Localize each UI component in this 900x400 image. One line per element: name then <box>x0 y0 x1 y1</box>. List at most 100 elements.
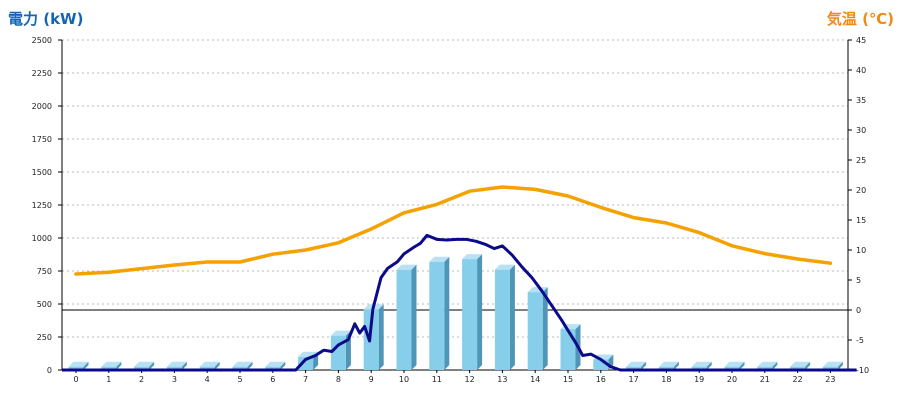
power-bar-top <box>626 361 647 367</box>
power-bar <box>560 324 581 370</box>
power-bar-front <box>232 366 248 370</box>
left-tick-label: 1250 <box>32 201 52 210</box>
power-bar-top <box>494 264 515 270</box>
x-tick-label: 18 <box>661 375 671 384</box>
power-bar <box>626 361 647 370</box>
power-bar-side <box>706 361 712 370</box>
power-bar-front <box>101 366 117 370</box>
power-bar <box>757 361 778 370</box>
power-bar <box>396 264 417 370</box>
power-bar-top <box>166 361 187 367</box>
power-bar-front <box>790 366 806 370</box>
power-bar-top <box>724 361 745 367</box>
right-tick-label: 45 <box>856 36 866 45</box>
power-bar-top <box>68 361 89 367</box>
power-bar-front <box>724 366 740 370</box>
power-bar-top <box>790 361 811 367</box>
power-bar-front <box>298 356 314 370</box>
power-bar-side <box>378 304 384 370</box>
x-tick-label: 19 <box>694 375 704 384</box>
x-tick-label: 0 <box>73 375 78 384</box>
right-tick-label: 35 <box>856 96 866 105</box>
left-tick-label: 250 <box>37 333 52 342</box>
x-tick-label: 3 <box>172 375 177 384</box>
power-bar-side <box>116 361 122 370</box>
x-tick-label: 6 <box>270 375 275 384</box>
power-bar <box>527 287 548 370</box>
x-tick-label: 15 <box>563 375 573 384</box>
power-bar-side <box>739 361 745 370</box>
power-bar-top <box>101 361 122 367</box>
power-bars <box>68 254 843 370</box>
x-tick-label: 2 <box>139 375 144 384</box>
power-bar-front <box>593 359 609 370</box>
axes <box>58 39 852 373</box>
x-tick-label: 22 <box>793 375 803 384</box>
x-tick-label: 12 <box>465 375 475 384</box>
power-bar-top <box>691 361 712 367</box>
power-bar-front <box>462 259 478 370</box>
x-tick-label: 13 <box>497 375 507 384</box>
left-tick-label: 2250 <box>32 69 52 78</box>
power-bar-side <box>280 361 286 370</box>
right-tick-label: -5 <box>856 336 864 345</box>
power-bar <box>232 361 253 370</box>
power-bar-side <box>477 254 483 370</box>
power-bar-side <box>444 256 450 370</box>
series-lines <box>62 185 857 372</box>
power-bar-front <box>134 366 150 370</box>
x-tick-label: 1 <box>106 375 111 384</box>
power-bar <box>166 361 187 370</box>
power-bar <box>101 361 122 370</box>
x-tick-label: 4 <box>205 375 210 384</box>
power-bar-side <box>83 361 89 370</box>
power-bar <box>724 361 745 370</box>
power-bar-front <box>626 366 642 370</box>
power-bar-side <box>411 264 417 370</box>
power-bar-top <box>199 361 220 367</box>
power-bar-front <box>560 329 576 370</box>
power-bar-top <box>330 330 351 336</box>
right-tick-label: 40 <box>856 66 866 75</box>
power-bar <box>462 254 483 370</box>
power-bar-front <box>199 366 215 370</box>
power-bar <box>658 361 679 370</box>
right-tick-label: 25 <box>856 156 866 165</box>
power-bar-front <box>494 269 510 370</box>
right-tick-label: 0 <box>856 306 861 315</box>
left-tick-label: 0 <box>47 366 52 375</box>
x-tick-label: 17 <box>629 375 639 384</box>
power-bar-side <box>641 361 647 370</box>
power-bar-front <box>68 366 84 370</box>
x-tick-label: 23 <box>825 375 835 384</box>
right-tick-label: 5 <box>856 276 861 285</box>
left-axis-title: 電力 (kW) <box>8 10 84 28</box>
power-line <box>62 233 857 372</box>
power-bar-side <box>542 287 548 370</box>
left-tick-label: 750 <box>37 267 52 276</box>
power-bar-front <box>166 366 182 370</box>
x-tick-label: 11 <box>432 375 442 384</box>
power-bar-top <box>134 361 155 367</box>
x-tick-label: 8 <box>336 375 341 384</box>
power-bar <box>199 361 220 370</box>
power-bar-front <box>396 269 412 370</box>
grid-lines <box>62 39 848 338</box>
right-tick-label: -10 <box>856 366 869 375</box>
power-bar-top <box>265 361 286 367</box>
right-tick-label: 10 <box>856 246 866 255</box>
left-tick-label: 1500 <box>32 168 52 177</box>
power-bar <box>68 361 89 370</box>
x-tick-label: 16 <box>596 375 606 384</box>
x-tick-label: 5 <box>237 375 242 384</box>
tick-labels: 02505007501000125015001750200022502500-1… <box>32 36 869 384</box>
power-bar-front <box>429 261 445 370</box>
power-bar <box>790 361 811 370</box>
power-bar-top <box>232 361 253 367</box>
power-bar-front <box>527 292 543 370</box>
power-bar-side <box>149 361 155 370</box>
power-bar-side <box>247 361 253 370</box>
right-axis-title: 気温 (℃) <box>826 10 894 28</box>
power-bar <box>265 361 286 370</box>
